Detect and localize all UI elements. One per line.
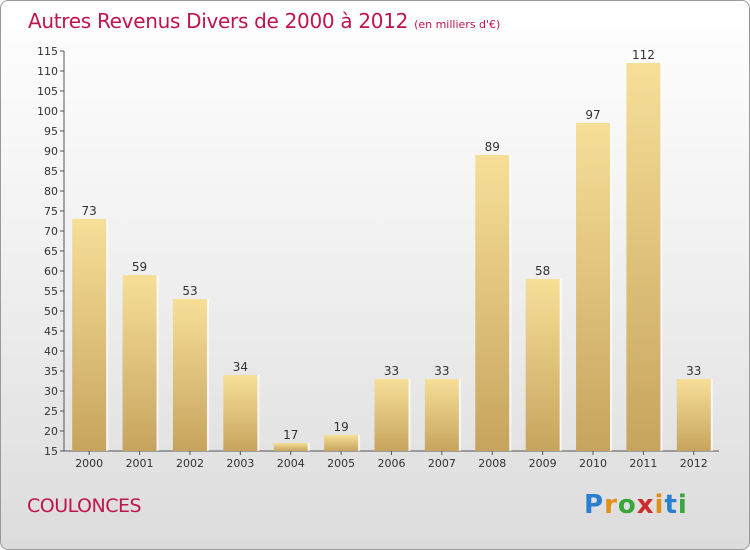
x-tick-label: 2004: [277, 457, 305, 470]
chart-title: Autres Revenus Divers de 2000 à 2012 (en …: [28, 9, 500, 33]
x-tick-label: 2012: [680, 457, 708, 470]
x-tick-label: 2010: [579, 457, 607, 470]
y-tick-label: 50: [44, 305, 58, 318]
y-tick-label: 90: [44, 145, 58, 158]
x-tick-label: 2011: [629, 457, 657, 470]
y-tick-label: 65: [44, 245, 58, 258]
y-tick-label: 20: [44, 425, 58, 438]
logo-letter: i: [654, 490, 665, 520]
logo-letter: o: [617, 490, 637, 520]
bar-value-label: 17: [283, 428, 298, 442]
y-tick-label: 45: [44, 325, 58, 338]
proxiti-logo: Proxiti: [584, 490, 688, 520]
bar-value-label: 33: [434, 364, 449, 378]
bar: [273, 443, 308, 451]
bar: [676, 379, 711, 451]
commune-name: COULONCES: [27, 495, 142, 517]
y-tick-label: 25: [44, 405, 58, 418]
y-tick-label: 80: [44, 185, 58, 198]
bar-value-label: 58: [535, 264, 550, 278]
y-tick-label: 100: [37, 105, 58, 118]
x-tick-label: 2003: [226, 457, 254, 470]
bar: [374, 379, 409, 451]
y-tick-label: 55: [44, 285, 58, 298]
bar-value-label: 19: [333, 420, 348, 434]
y-tick-label: 115: [37, 45, 58, 58]
y-tick-label: 95: [44, 125, 58, 138]
y-tick-label: 70: [44, 225, 58, 238]
bar: [475, 155, 510, 451]
x-tick-label: 2005: [327, 457, 355, 470]
y-tick-label: 40: [44, 345, 58, 358]
bar: [626, 63, 661, 451]
bar: [324, 435, 359, 451]
y-tick-label: 35: [44, 365, 58, 378]
bar-value-label: 59: [132, 260, 147, 274]
logo-letter: i: [677, 490, 688, 520]
y-tick-label: 105: [37, 85, 58, 98]
chart-title-text: Autres Revenus Divers de 2000 à 2012: [28, 9, 409, 33]
x-tick-label: 2002: [176, 457, 204, 470]
x-tick-label: 2007: [428, 457, 456, 470]
bar-value-label: 89: [485, 140, 500, 154]
y-tick-label: 85: [44, 165, 58, 178]
bar: [424, 379, 459, 451]
y-tick-label: 15: [44, 445, 58, 458]
bar-value-label: 53: [182, 284, 197, 298]
bar: [576, 123, 611, 451]
x-tick-label: 2008: [478, 457, 506, 470]
y-tick-label: 110: [37, 65, 58, 78]
x-tick-label: 2000: [75, 457, 103, 470]
bar-value-label: 33: [686, 364, 701, 378]
y-tick-label: 30: [44, 385, 58, 398]
bar: [525, 279, 560, 451]
bar-chart: 15 20 25 30 35 40 45 50 55 60 65 70 75 80 85 90 95 100 105…: [37, 45, 719, 470]
bar: [223, 375, 258, 451]
logo-letter: t: [664, 490, 678, 520]
bar: [172, 299, 207, 451]
bar: [122, 275, 157, 451]
bar-value-label: 34: [233, 360, 248, 374]
y-tick-label: 75: [44, 205, 58, 218]
bar: [72, 219, 107, 451]
bar-value-label: 73: [82, 204, 97, 218]
bar-value-label: 33: [384, 364, 399, 378]
x-tick-label: 2009: [529, 457, 557, 470]
chart-unit: (en milliers d'€): [414, 18, 501, 31]
logo-letter: r: [604, 490, 618, 520]
x-tick-label: 2001: [126, 457, 154, 470]
logo-letter: x: [636, 490, 655, 520]
logo-letter: P: [584, 490, 605, 520]
bar-value-label: 97: [585, 108, 600, 122]
y-tick-label: 60: [44, 265, 58, 278]
x-tick-label: 2006: [378, 457, 406, 470]
bar-value-label: 112: [632, 48, 655, 62]
